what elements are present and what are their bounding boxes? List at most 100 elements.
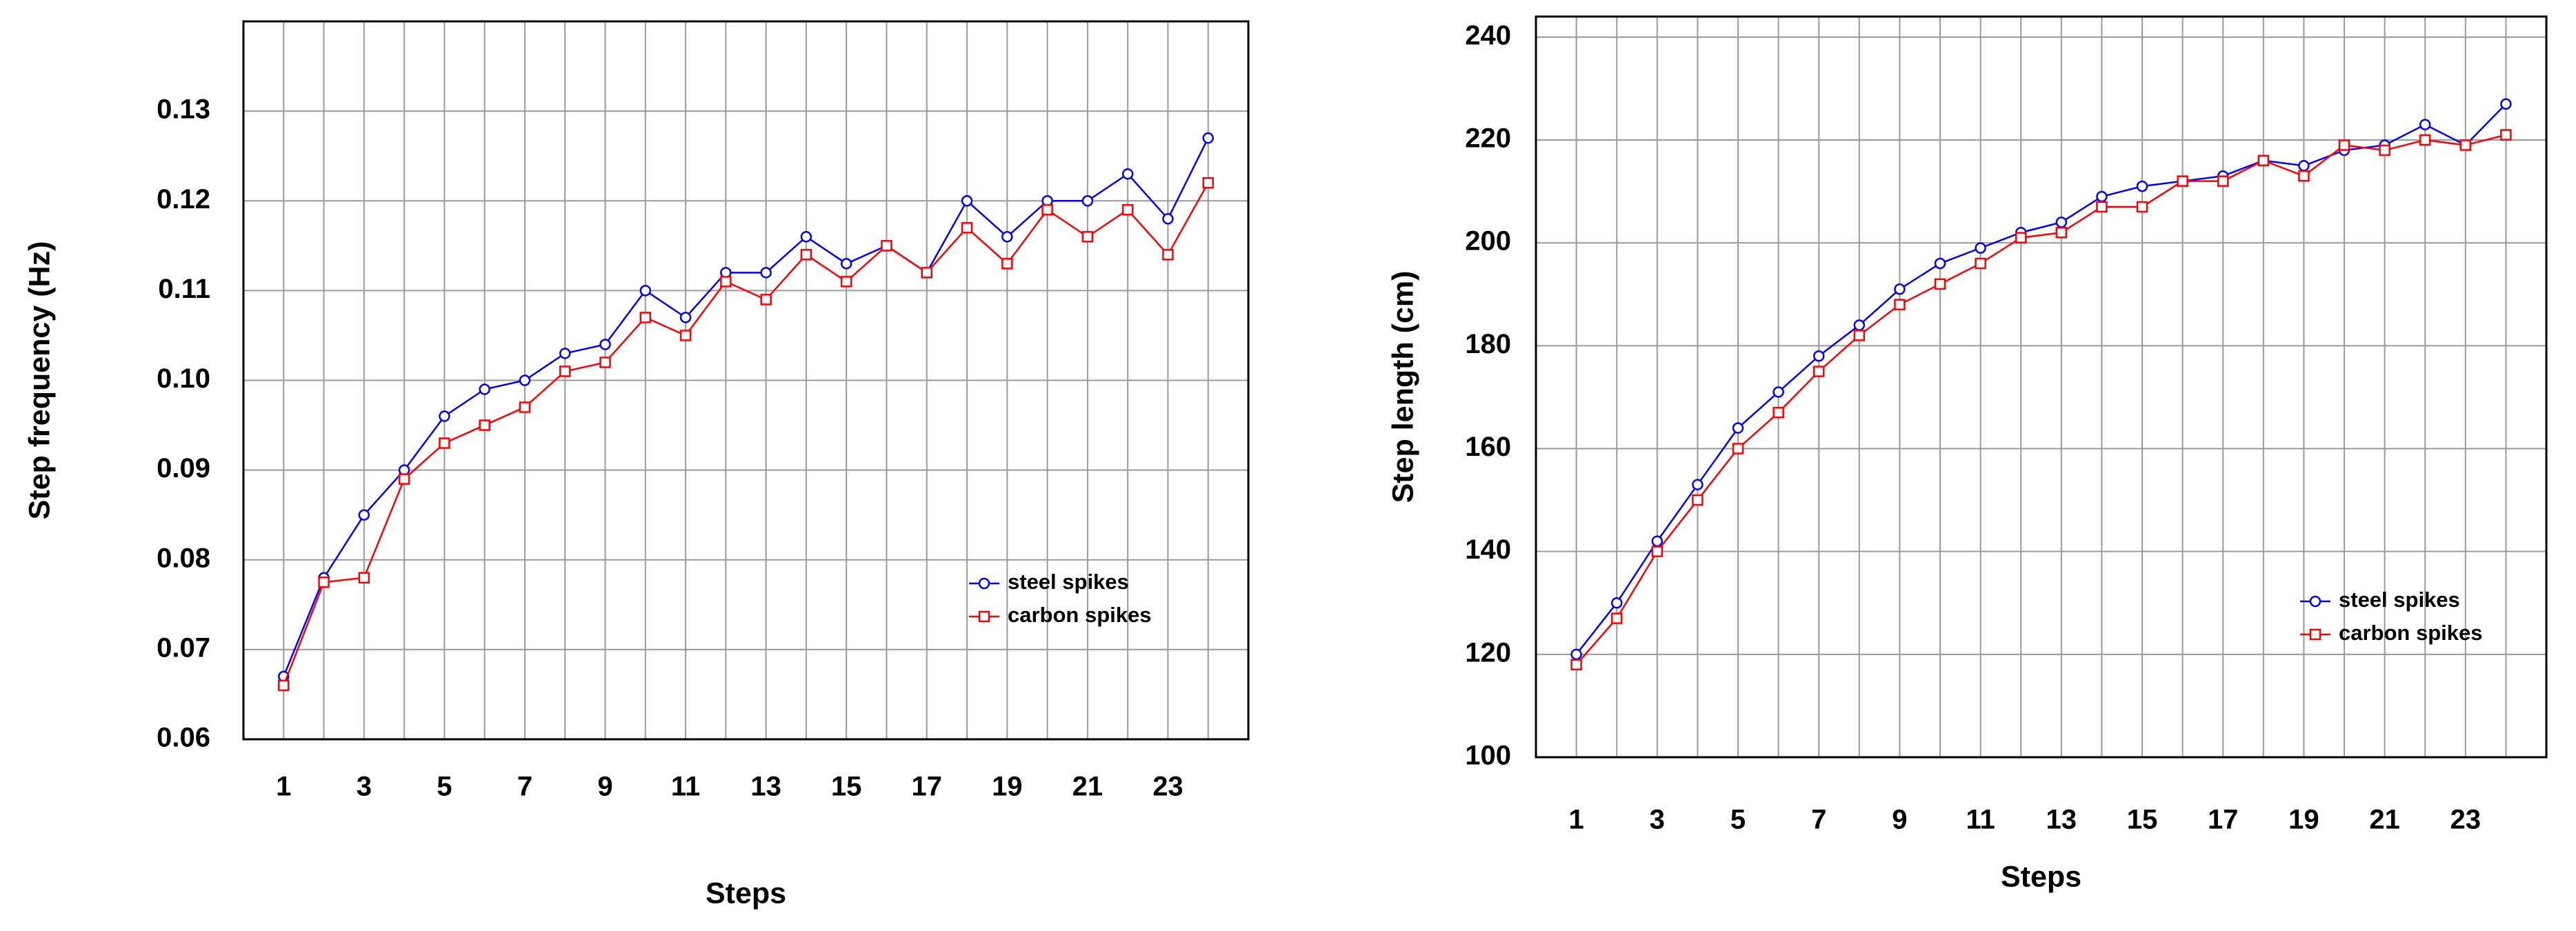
marker	[840, 258, 852, 270]
marker	[278, 679, 290, 692]
x-tick-label: 17	[2208, 805, 2239, 835]
x-tick-label: 1	[1568, 805, 1584, 835]
marker	[800, 249, 812, 261]
x-tick-label: 19	[992, 772, 1023, 802]
marker	[840, 276, 852, 288]
marker	[519, 401, 531, 413]
marker	[2096, 201, 2108, 213]
marker	[479, 419, 490, 431]
x-tick-label: 1	[276, 772, 291, 802]
marker	[2419, 134, 2431, 146]
marker	[1081, 195, 1094, 207]
x-tick-label: 23	[2450, 805, 2482, 835]
x-tick-label: 15	[831, 772, 862, 802]
marker	[318, 577, 330, 588]
marker	[1121, 168, 1134, 180]
marker	[881, 240, 892, 252]
y-axis-label: Step frequency (Hz)	[23, 241, 56, 520]
marker	[1853, 319, 1866, 331]
marker	[2379, 144, 2390, 157]
x-tick-label: 21	[1072, 772, 1104, 802]
marker	[1570, 648, 1582, 661]
x-tick-label: 7	[517, 772, 532, 802]
x-tick-label: 11	[1966, 805, 1995, 835]
marker	[2136, 180, 2148, 192]
series-line	[283, 182, 1209, 686]
x-tick-label: 15	[2127, 805, 2158, 835]
marker	[1894, 299, 1906, 310]
legend-label: carbon spikes	[1008, 603, 1151, 627]
line-chart: 0.060.070.080.090.100.110.120.131 3 5 7 9 11 1…	[23, 20, 1250, 910]
marker	[921, 267, 933, 279]
y-tick-label: 0.07	[157, 632, 210, 663]
marker	[760, 267, 772, 279]
y-tick-label: 120	[1465, 637, 1511, 668]
x-tick-label: 7	[1811, 805, 1826, 835]
legend-label: steel spikes	[2339, 588, 2460, 612]
legend-entry: steel spikes	[969, 570, 1129, 594]
marker	[720, 276, 732, 288]
marker	[1041, 204, 1053, 216]
marker	[1610, 597, 1623, 609]
marker	[1202, 132, 1214, 144]
marker	[2257, 154, 2270, 167]
marker	[1162, 249, 1174, 261]
marker	[1202, 177, 1214, 189]
marker	[2338, 139, 2350, 151]
marker	[1692, 494, 1704, 506]
marker	[639, 285, 652, 297]
marker	[679, 312, 692, 323]
marker	[1001, 231, 1013, 243]
x-tick-label: 9	[1892, 805, 1907, 835]
marker	[2298, 160, 2310, 172]
marker	[439, 437, 450, 449]
x-tick-label: 13	[750, 772, 781, 802]
marker	[1732, 443, 1744, 454]
marker	[1001, 258, 1013, 270]
marker	[961, 195, 973, 207]
marker	[479, 383, 490, 395]
marker	[2096, 190, 2108, 203]
legend-entry: steel spikes	[2300, 588, 2460, 612]
marker	[559, 348, 571, 359]
marker	[1894, 283, 1906, 295]
y-tick-label: 0.10	[157, 363, 210, 394]
series-line	[283, 137, 1209, 677]
y-tick-label: 200	[1465, 226, 1511, 257]
marker	[2217, 175, 2229, 187]
marker	[961, 222, 973, 234]
series-line	[1575, 103, 2507, 655]
marker	[679, 330, 692, 341]
y-axis-label: Step length (cm)	[1386, 271, 1419, 503]
marker	[2298, 170, 2310, 182]
marker	[1934, 278, 1946, 290]
y-tick-label: 100	[1465, 741, 1511, 771]
marker	[559, 366, 571, 377]
x-tick-label: 5	[437, 772, 452, 802]
y-tick-label: 140	[1465, 534, 1511, 565]
legend-label: steel spikes	[1008, 570, 1129, 594]
marker	[2055, 217, 2068, 228]
x-tick-label: 23	[1152, 772, 1184, 802]
legend-marker	[2309, 628, 2322, 641]
legend-marker	[978, 577, 990, 590]
legend-entry: carbon spikes	[969, 603, 1151, 627]
x-tick-label: 5	[1730, 805, 1746, 835]
marker	[1813, 366, 1825, 377]
marker	[1162, 213, 1174, 225]
marker	[1773, 407, 1784, 419]
marker	[2136, 201, 2148, 213]
x-axis-label: Steps	[2001, 860, 2081, 893]
marker	[398, 473, 410, 485]
legend-marker	[978, 610, 990, 623]
marker	[1121, 204, 1134, 216]
marker	[1081, 231, 1094, 243]
marker	[358, 572, 370, 584]
legend-entry: carbon spikes	[2300, 621, 2482, 645]
x-tick-label: 9	[597, 772, 612, 802]
y-tick-label: 0.06	[157, 723, 210, 753]
marker	[1692, 479, 1704, 490]
y-tick-label: 0.12	[157, 184, 210, 214]
x-tick-label: 3	[1650, 805, 1665, 835]
